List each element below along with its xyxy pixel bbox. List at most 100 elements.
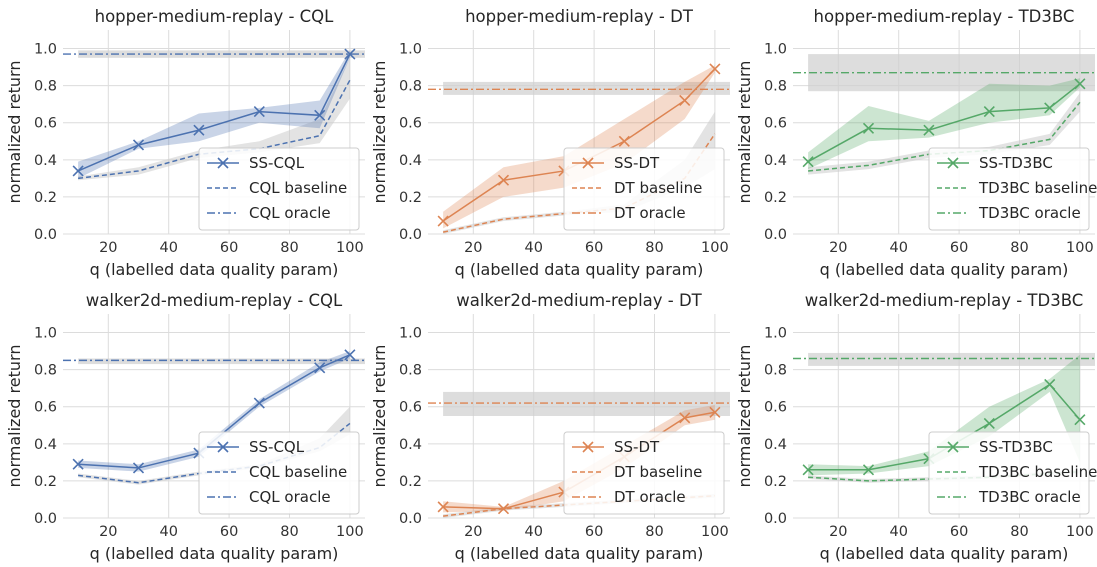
ss-point — [1074, 78, 1086, 90]
ss-point — [437, 501, 449, 513]
x-tick-label: 60 — [950, 240, 968, 256]
x-tick-label: 20 — [464, 524, 482, 540]
x-tick-label: 80 — [280, 524, 298, 540]
ss-point — [983, 106, 995, 118]
ss-point — [679, 412, 691, 424]
y-tick-label: 0.4 — [34, 437, 57, 453]
x-axis-label: q (labelled data quality param) — [90, 260, 339, 279]
chart-panel: 0.0 0.2 0.4 0.6 0.8 1.0 20 40 60 80 100 hopper-medi… — [5, 7, 365, 279]
ss-point — [1044, 378, 1056, 391]
legend-label: SS-CQL — [249, 154, 305, 172]
y-tick-label: 0.4 — [764, 437, 787, 453]
y-tick-label: 1.0 — [399, 326, 422, 342]
legend-marker — [217, 157, 229, 169]
x-axis-label: q (labelled data quality param) — [455, 260, 704, 279]
y-tick-label: 1.0 — [764, 326, 787, 342]
legend-box — [198, 147, 360, 231]
y-tick-label: 0.8 — [399, 79, 422, 95]
ss-point — [132, 139, 145, 151]
y-tick-label: 0.0 — [34, 227, 57, 243]
chart-title: hopper-medium-replay - TD3BC — [814, 7, 1075, 26]
ss-point — [193, 124, 205, 136]
chart-panel: 0.0 0.2 0.4 0.6 0.8 1.0 20 40 60 80 100 walker2d-me… — [5, 291, 365, 563]
y-axis-label: normalized return — [5, 345, 24, 488]
y-tick-label: 1.0 — [764, 42, 787, 58]
ss-band — [443, 65, 715, 229]
y-axis-label: normalized return — [735, 61, 754, 204]
chart-panel: 0.0 0.2 0.4 0.6 0.8 1.0 20 40 60 80 100 hopper-medi… — [735, 7, 1097, 279]
x-tick-label: 60 — [950, 524, 968, 540]
legend-box — [563, 431, 725, 515]
chart-panel: 0.0 0.2 0.4 0.6 0.8 1.0 20 40 60 80 100 hopper-medi… — [370, 7, 730, 279]
x-tick-label: 40 — [159, 240, 177, 256]
ss-point — [314, 109, 326, 121]
x-tick-label: 20 — [829, 524, 847, 540]
ss-point — [72, 458, 84, 470]
x-axis-label: q (labelled data quality param) — [90, 544, 339, 563]
ss-point — [1044, 102, 1056, 114]
oracle-band — [808, 54, 1095, 92]
y-tick-label: 0.6 — [399, 400, 422, 416]
ss-point — [344, 48, 356, 60]
legend-label: CQL oracle — [249, 204, 331, 222]
ss-point — [923, 124, 935, 136]
legend-label: SS-TD3BC — [979, 154, 1053, 172]
legend-label: CQL oracle — [249, 488, 331, 506]
y-tick-label: 0.6 — [764, 116, 787, 132]
x-tick-label: 60 — [585, 240, 603, 256]
baseline-band — [808, 469, 1080, 483]
ss-point — [344, 349, 356, 361]
ss-point — [314, 362, 326, 374]
ss-band — [808, 78, 1080, 170]
x-axis-label: q (labelled data quality param) — [455, 544, 704, 563]
baseline-line — [443, 494, 715, 517]
y-tick-label: 0.4 — [399, 437, 422, 453]
x-tick-label: 100 — [701, 240, 729, 256]
y-tick-label: 0.6 — [764, 400, 787, 416]
x-tick-label: 40 — [524, 524, 542, 540]
legend-label: SS-DT — [614, 438, 660, 456]
legend-marker — [947, 441, 959, 453]
y-tick-label: 0.0 — [399, 511, 422, 527]
x-tick-label: 100 — [1066, 240, 1094, 256]
y-tick-label: 0.0 — [764, 227, 787, 243]
y-tick-label: 1.0 — [399, 42, 422, 58]
x-tick-label: 40 — [524, 240, 542, 256]
legend-label: SS-TD3BC — [979, 438, 1053, 456]
y-tick-label: 0.6 — [34, 400, 57, 416]
legend-label: TD3BC oracle — [978, 488, 1081, 506]
ss-point — [497, 174, 510, 186]
legend-label: TD3BC oracle — [978, 204, 1081, 222]
baseline-band — [808, 93, 1080, 175]
oracle-band — [443, 391, 730, 416]
ss-point — [1074, 414, 1086, 426]
legend-label: SS-CQL — [249, 438, 305, 456]
oracle-band — [443, 81, 730, 95]
x-tick-label: 100 — [336, 240, 364, 256]
x-tick-label: 60 — [220, 524, 238, 540]
x-tick-label: 20 — [829, 240, 847, 256]
y-axis-label: normalized return — [370, 61, 389, 204]
y-tick-label: 0.2 — [399, 190, 422, 206]
legend-label: DT baseline — [614, 463, 702, 481]
legend-label: CQL baseline — [249, 463, 347, 481]
ss-point — [802, 464, 814, 476]
y-tick-label: 1.0 — [34, 42, 57, 58]
ss-point — [253, 397, 265, 409]
ss-point — [802, 156, 814, 168]
y-axis-label: normalized return — [5, 61, 24, 204]
ss-point — [72, 165, 84, 177]
ss-band — [78, 50, 350, 179]
x-tick-label: 20 — [464, 240, 482, 256]
y-tick-label: 0.0 — [399, 227, 422, 243]
chart-title: walker2d-medium-replay - CQL — [86, 291, 343, 310]
y-tick-label: 0.6 — [399, 116, 422, 132]
y-tick-label: 0.8 — [399, 363, 422, 379]
legend-box — [563, 147, 725, 231]
x-tick-label: 80 — [645, 240, 663, 256]
legend-label: SS-DT — [614, 154, 660, 172]
y-tick-label: 1.0 — [34, 326, 57, 342]
legend-label: TD3BC baseline — [978, 463, 1097, 481]
ss-band — [78, 351, 350, 472]
